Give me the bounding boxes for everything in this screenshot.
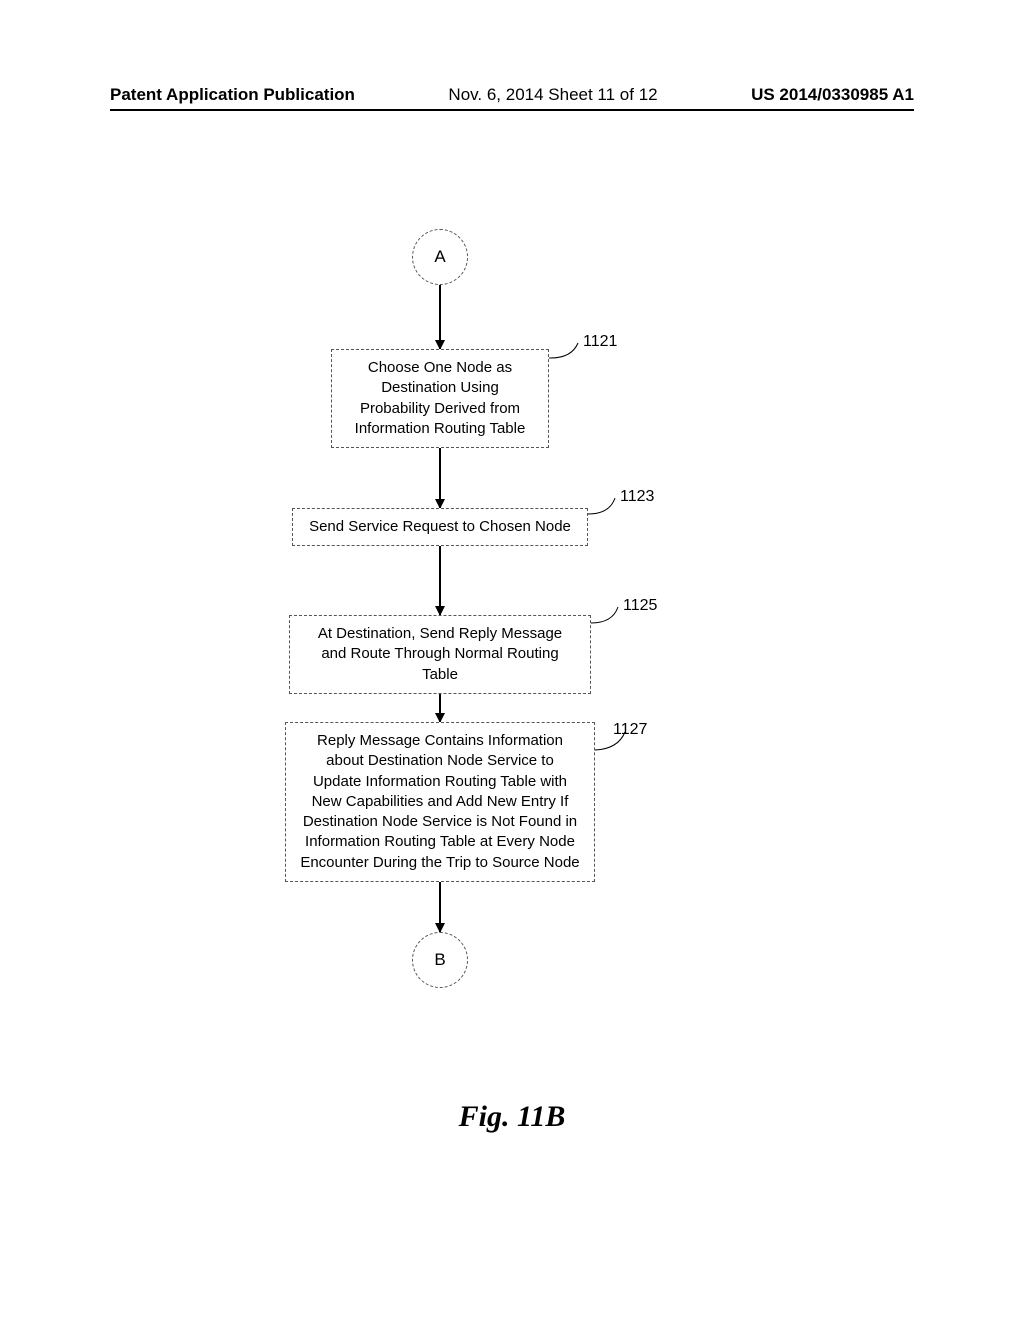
process-box-1121: Choose One Node as Destination Using Pro…: [331, 349, 549, 448]
reference-label: 1125: [623, 597, 657, 615]
flow-arrow: [439, 878, 441, 932]
header-center: Nov. 6, 2014 Sheet 11 of 12: [448, 85, 657, 105]
process-box-1127: Reply Message Contains Information about…: [285, 722, 595, 882]
flow-arrow: [439, 546, 441, 615]
reference-label: 1123: [620, 488, 654, 506]
reference-label: 1121: [583, 333, 617, 351]
header-left: Patent Application Publication: [110, 85, 355, 105]
connector-a: A: [412, 229, 468, 285]
flow-arrow: [439, 285, 441, 349]
flow-arrow: [439, 441, 441, 508]
reference-label: 1127: [613, 721, 647, 739]
header-right: US 2014/0330985 A1: [751, 85, 914, 105]
process-box-1125: At Destination, Send Reply Message and R…: [289, 615, 591, 694]
connector-b: B: [412, 932, 468, 988]
page-header: Patent Application Publication Nov. 6, 2…: [110, 85, 914, 111]
figure-caption: Fig. 11B: [0, 1100, 1024, 1134]
process-box-1123: Send Service Request to Chosen Node: [292, 508, 588, 546]
caption-text: Fig. 11B: [459, 1100, 566, 1133]
